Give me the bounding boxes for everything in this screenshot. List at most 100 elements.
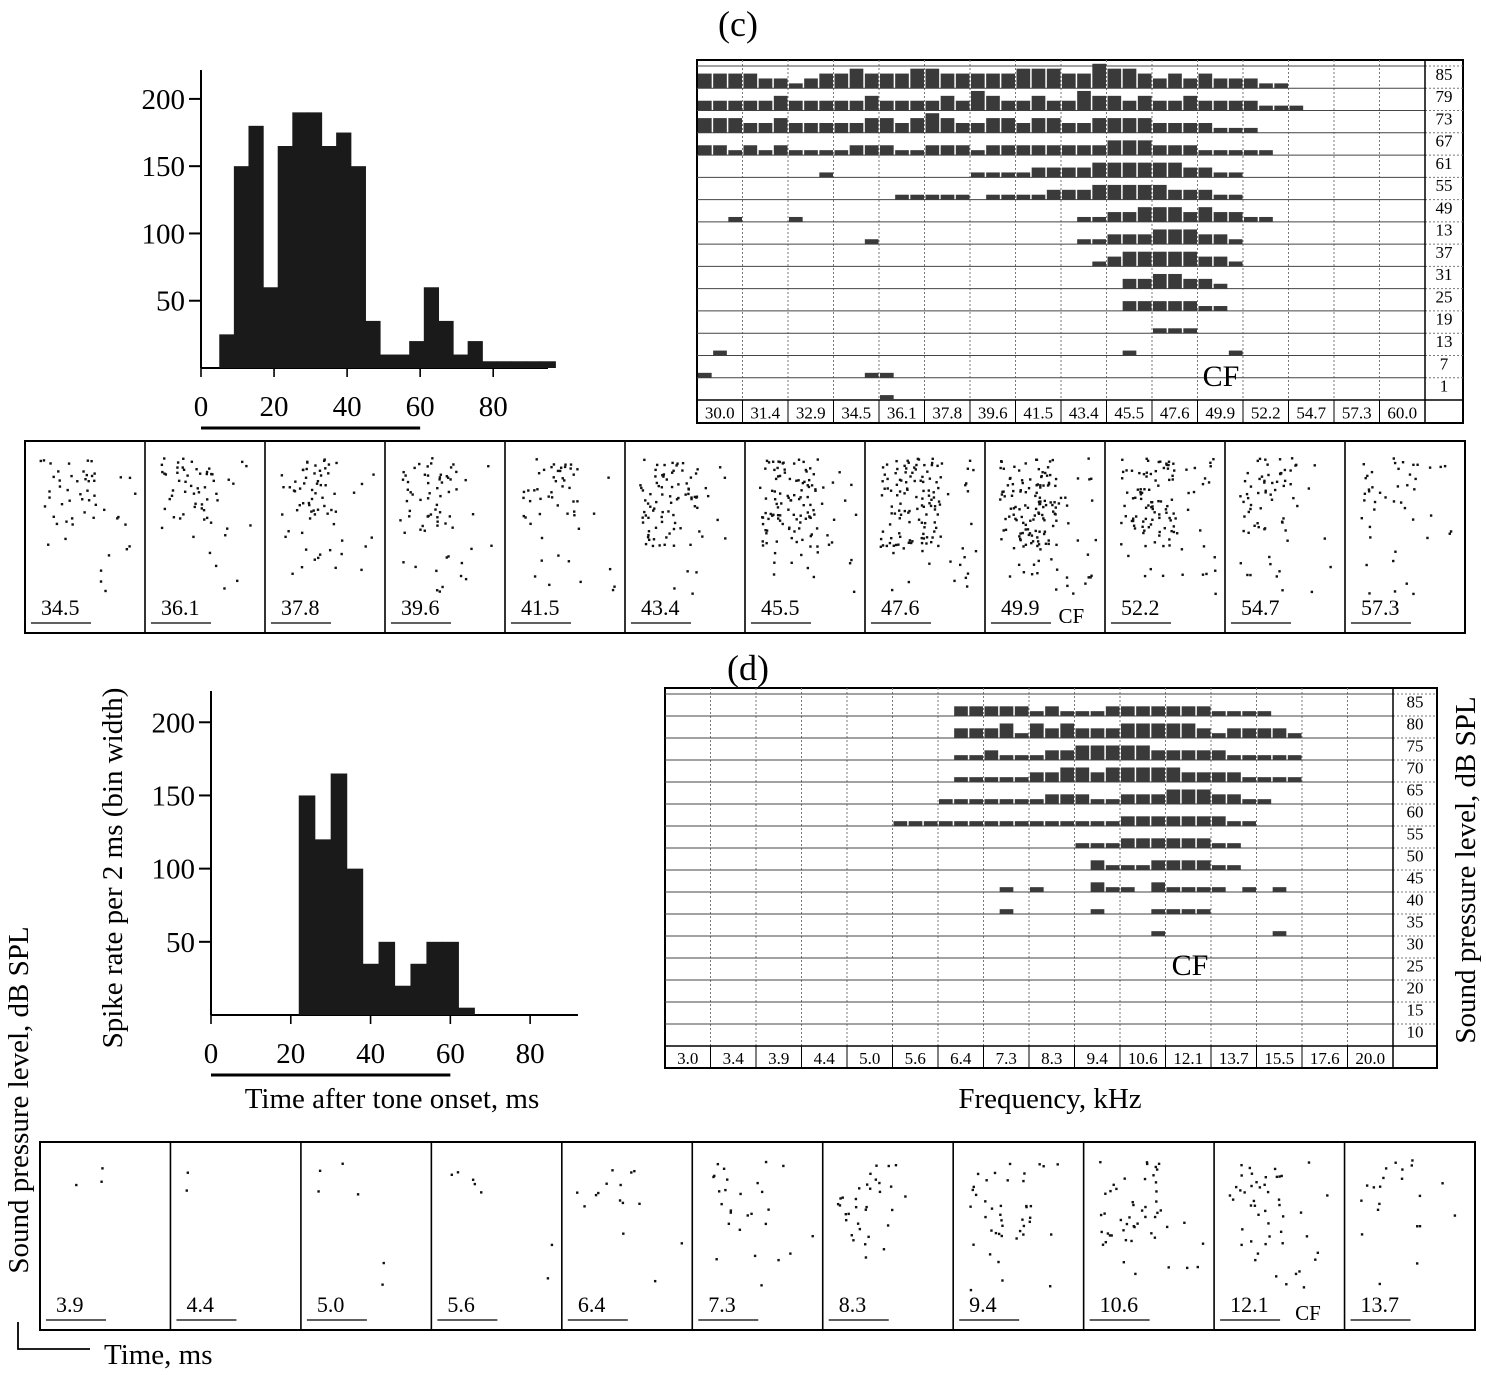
raster-freq-label: 57.3 (1361, 595, 1400, 620)
spike-dot (921, 480, 925, 484)
response-bar (849, 123, 864, 133)
spike-dot (964, 483, 967, 487)
spike-dot (965, 585, 969, 588)
spike-dot (787, 527, 791, 531)
response-bar (1151, 860, 1165, 870)
spike-dot (1264, 1209, 1267, 1213)
spike-dot (920, 536, 923, 540)
response-bar (1075, 794, 1090, 804)
spike-dot (1266, 463, 1269, 466)
spike-dot (1090, 574, 1093, 577)
spike-dot (1239, 1189, 1242, 1192)
response-bar (1198, 207, 1213, 222)
freq-label: 20.0 (1355, 1049, 1385, 1068)
response-bar (864, 239, 879, 245)
spike-dot (764, 1222, 768, 1226)
spike-dot (724, 537, 727, 540)
spike-dot (930, 461, 934, 465)
spike-dot (661, 474, 664, 477)
spike-dot (55, 522, 59, 526)
spike-dot (381, 1283, 384, 1286)
level-label: 73 (1436, 109, 1453, 128)
spike-dot (839, 1197, 842, 1200)
response-bar (910, 150, 924, 156)
spike-dot (1290, 457, 1294, 460)
spike-dot (698, 530, 701, 533)
spike-dot (1429, 514, 1433, 517)
spike-dot (1286, 539, 1289, 542)
spike-dot (1047, 539, 1050, 542)
spike-dot (572, 500, 575, 503)
response-bar (1122, 350, 1137, 356)
spike-dot (84, 477, 87, 481)
spike-dot (1034, 507, 1038, 511)
response-bar (1121, 838, 1135, 848)
spike-dot (648, 538, 651, 542)
response-bar (1257, 728, 1272, 738)
freq-label: 8.3 (1041, 1049, 1062, 1068)
response-bar (971, 73, 985, 89)
spike-dot (445, 475, 449, 478)
response-bar (804, 100, 818, 111)
spike-dot (1065, 576, 1069, 579)
spike-dot (765, 541, 768, 545)
spike-dot (382, 1261, 385, 1265)
spike-dot (904, 481, 908, 484)
spike-dot (1143, 529, 1146, 532)
spike-dot (1149, 523, 1153, 526)
spike-dot (1415, 1262, 1419, 1265)
spike-dot (1162, 466, 1166, 470)
spike-dot (436, 524, 439, 527)
spike-dot (726, 1178, 729, 1181)
response-bar (713, 350, 727, 356)
spike-dot (455, 470, 458, 474)
spike-dot (1043, 519, 1046, 522)
spike-dot (1154, 1165, 1157, 1169)
spike-dot (1302, 1286, 1306, 1289)
spike-dot (176, 471, 179, 474)
response-bar (1212, 865, 1226, 870)
spike-dot (750, 1212, 753, 1216)
response-bar (1031, 118, 1046, 133)
spike-dot (909, 541, 913, 545)
spike-dot (209, 521, 213, 524)
spike-dot (907, 511, 910, 514)
spike-dot (1394, 550, 1397, 553)
response-bar (758, 100, 773, 111)
response-bar (1016, 172, 1031, 178)
spike-dot (1166, 504, 1169, 508)
spike-dot (915, 495, 918, 499)
response-bar (713, 73, 727, 89)
spike-dot (1170, 498, 1174, 501)
spike-dot (1054, 506, 1057, 509)
spike-dot (1376, 1208, 1380, 1212)
spike-dot (802, 503, 805, 507)
spike-dot (928, 502, 931, 505)
spike-dot (569, 463, 573, 466)
response-bar (925, 113, 940, 133)
spike-dot (314, 492, 317, 495)
spike-dot (1046, 484, 1050, 487)
response-bar (819, 172, 833, 178)
spike-dot (294, 480, 297, 483)
spike-dot (1145, 1162, 1149, 1166)
spike-dot (319, 483, 323, 487)
response-bar (1136, 745, 1150, 760)
response-bar (804, 123, 818, 133)
spike-dot (1168, 544, 1171, 547)
spike-dot (1029, 1204, 1033, 1208)
response-bar (1183, 123, 1197, 133)
spike-dot (1084, 582, 1087, 585)
spike-dot (800, 553, 803, 557)
response-bar (1107, 256, 1122, 267)
spike-dot (765, 459, 769, 463)
spike-dot (695, 495, 699, 498)
x-tick-label: 40 (356, 1038, 385, 1070)
spike-dot (1053, 512, 1057, 516)
spike-dot (1150, 1232, 1153, 1235)
histogram-bar (248, 125, 264, 369)
spike-dot (550, 491, 553, 494)
spike-dot (438, 476, 442, 479)
response-bar (954, 777, 968, 782)
response-bar (1122, 251, 1137, 267)
